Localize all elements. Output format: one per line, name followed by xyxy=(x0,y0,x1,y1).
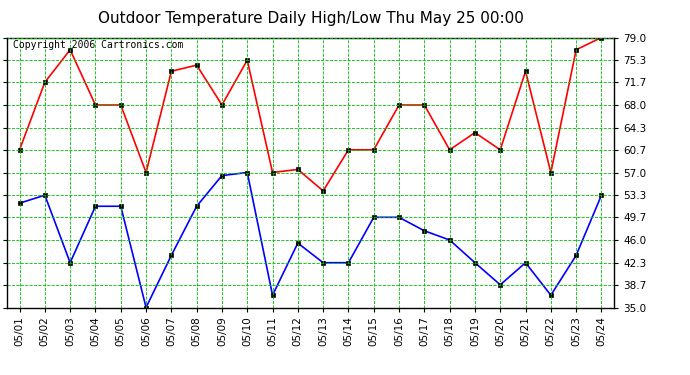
Text: Copyright 2006 Cartronics.com: Copyright 2006 Cartronics.com xyxy=(13,40,184,50)
Text: Outdoor Temperature Daily High/Low Thu May 25 00:00: Outdoor Temperature Daily High/Low Thu M… xyxy=(97,11,524,26)
